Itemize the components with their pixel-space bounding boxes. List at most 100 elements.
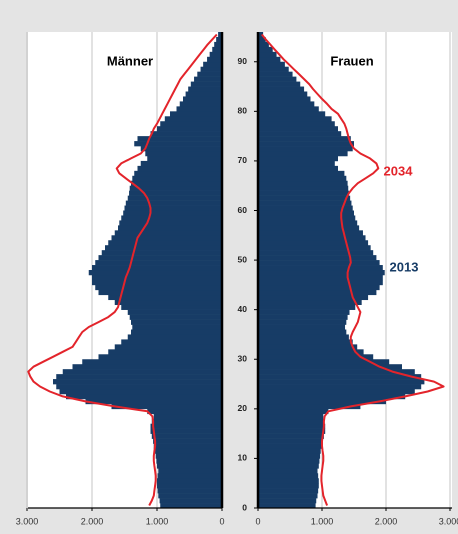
series-label: 2013 — [390, 259, 419, 274]
bar — [258, 369, 415, 375]
bar — [258, 423, 326, 429]
bar — [153, 413, 222, 420]
bar — [134, 170, 222, 177]
y-tick-label: 20 — [238, 403, 248, 413]
x-tick-label: 0 — [255, 516, 260, 526]
y-tick-label: 80 — [238, 106, 248, 116]
bar — [114, 299, 222, 306]
bar — [258, 81, 301, 87]
bar — [179, 101, 222, 107]
bar — [157, 488, 222, 494]
x-tick-label: 1.000 — [146, 516, 169, 526]
bar — [216, 36, 222, 43]
bar — [258, 170, 345, 177]
bar — [121, 215, 222, 221]
bar — [258, 155, 338, 162]
x-tick-label: 3.000 — [16, 516, 39, 526]
bar — [147, 408, 222, 415]
bar — [72, 364, 222, 370]
bar — [258, 235, 366, 241]
bar — [153, 438, 222, 444]
bar — [157, 473, 222, 479]
bar — [258, 106, 319, 112]
bar — [156, 458, 222, 464]
bar — [258, 413, 324, 420]
bar — [258, 151, 348, 157]
bar — [258, 389, 415, 395]
panel-title: Frauen — [330, 53, 373, 68]
bar — [258, 240, 369, 246]
bar — [129, 190, 222, 196]
bar — [157, 126, 222, 132]
bar — [59, 389, 222, 395]
bar — [258, 379, 425, 385]
bar — [134, 141, 222, 147]
axes: 0 1.000 2.000 3.000 Männer 0 1.000 2.000 3.000 Fr… — [16, 32, 458, 526]
bar — [258, 438, 323, 444]
bar — [53, 379, 222, 385]
bar — [258, 86, 305, 92]
bar — [147, 155, 222, 162]
bar — [258, 116, 332, 122]
bar — [159, 498, 222, 504]
series-label: 2034 — [384, 163, 414, 178]
bar — [258, 463, 319, 469]
bar — [258, 478, 319, 484]
bar — [140, 146, 222, 152]
bar — [157, 478, 222, 484]
bar — [127, 334, 222, 340]
y-tick-label: 10 — [238, 453, 248, 463]
bar — [129, 314, 222, 320]
bar — [258, 165, 338, 172]
bar — [258, 56, 281, 63]
bar — [258, 96, 311, 102]
bar — [157, 463, 222, 469]
bar — [190, 81, 222, 87]
bar — [258, 458, 320, 464]
bar — [258, 364, 402, 370]
bar — [158, 493, 222, 499]
y-tick-label: 50 — [238, 254, 248, 264]
bar — [258, 101, 315, 107]
bar — [56, 374, 222, 380]
bar — [258, 398, 386, 405]
bar — [209, 51, 222, 58]
bar — [258, 329, 347, 335]
bar — [258, 260, 380, 266]
bar — [258, 146, 353, 152]
bar — [258, 185, 349, 191]
bar — [258, 393, 406, 400]
bar — [258, 210, 354, 216]
x-tick-label: 2.000 — [375, 516, 398, 526]
bar — [108, 294, 222, 301]
bar — [258, 448, 321, 454]
bar — [164, 116, 222, 122]
bar — [157, 483, 222, 489]
bar — [258, 160, 335, 167]
bar — [183, 96, 222, 102]
panel-title: Männer — [107, 53, 153, 68]
bar — [258, 384, 422, 390]
bar — [121, 304, 222, 310]
x-tick-label: 2.000 — [81, 516, 104, 526]
x-tick-label: 3.000 — [439, 516, 458, 526]
bar — [145, 151, 222, 157]
bar — [137, 136, 222, 142]
bar — [108, 240, 222, 246]
bar — [258, 299, 362, 306]
bar — [203, 61, 222, 68]
bar — [258, 200, 352, 206]
bar — [258, 349, 364, 355]
bar — [88, 270, 222, 276]
bar — [95, 284, 222, 291]
bar — [258, 289, 377, 296]
bar — [258, 190, 349, 196]
bar — [98, 255, 222, 261]
bar — [258, 493, 318, 499]
bar — [214, 41, 222, 48]
bar — [123, 210, 222, 216]
bar — [124, 205, 222, 211]
bar — [258, 230, 363, 236]
